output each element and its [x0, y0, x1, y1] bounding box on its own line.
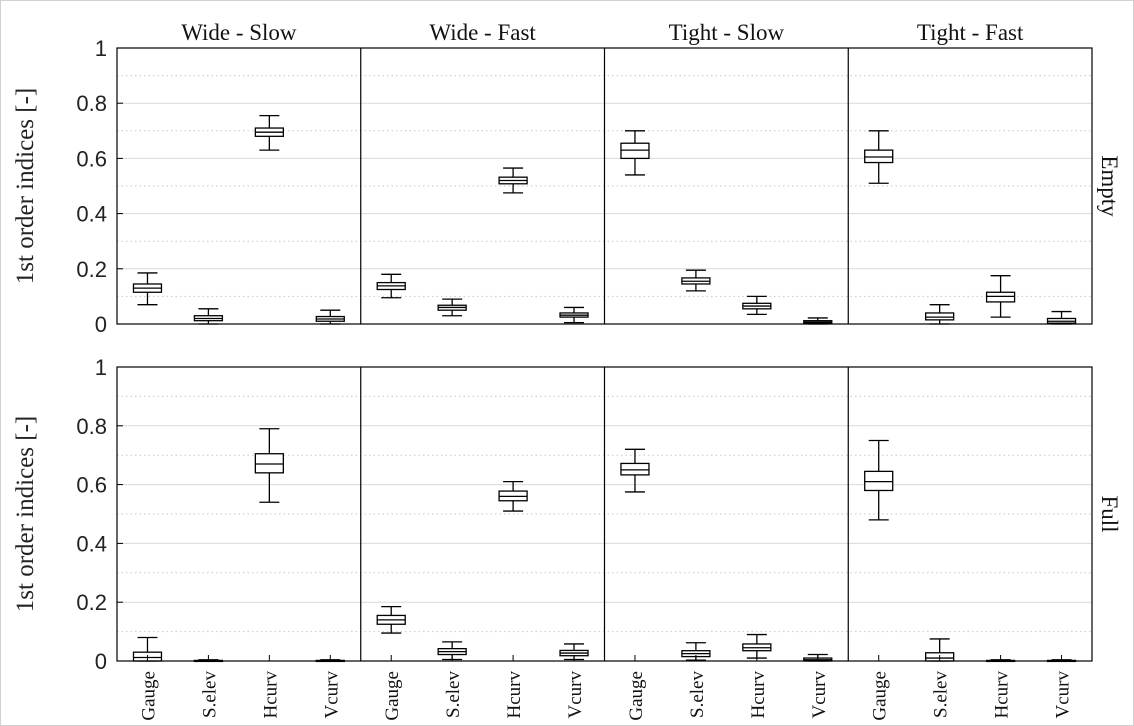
y-tick-label: 0.8	[76, 91, 107, 116]
box-gauge	[376, 273, 406, 299]
x-tick-label: Hcurv	[260, 671, 281, 719]
box-iqr	[254, 453, 284, 474]
column-title: Wide - Slow	[181, 20, 297, 45]
box-gauge	[620, 448, 650, 493]
box-selev	[681, 269, 711, 292]
x-tick-label: S.elev	[687, 671, 708, 718]
y-axis-label: 1st order indices [-]	[12, 416, 39, 612]
y-tick-label: 0	[95, 649, 107, 674]
x-tick-label: Gauge	[138, 671, 159, 721]
box-hcurv	[254, 428, 284, 503]
y-tick-label: 0.8	[76, 414, 107, 439]
box-hcurv	[742, 295, 772, 315]
x-tick-label: Gauge	[382, 671, 403, 721]
row-label: Empty	[1097, 155, 1122, 217]
y-tick-label: 1	[95, 36, 107, 61]
chart-labels: 0 0.2 0.4 0.6 0.8 1 1st order indices [-] Empty…	[12, 20, 1122, 721]
y-tick-label: 0.4	[76, 531, 107, 556]
box-iqr	[864, 470, 894, 492]
x-tick-label: S.elev	[199, 671, 220, 718]
x-tick-label: Hcurv	[504, 671, 525, 719]
y-tick-label: 0.6	[76, 473, 107, 498]
x-tick-label: Gauge	[626, 671, 647, 721]
box-hcurv	[985, 275, 1016, 318]
box-hcurv	[498, 481, 528, 512]
box-gauge	[864, 439, 894, 521]
x-tick-label: Hcurv	[748, 671, 769, 719]
box-selev	[437, 641, 467, 661]
x-tick-label: S.elev	[443, 671, 464, 718]
x-tick-label: Vcurv	[565, 671, 586, 719]
y-axis-label: 1st order indices [-]	[12, 88, 39, 284]
x-tick-label: Vcurv	[1053, 671, 1074, 719]
box-selev	[193, 308, 224, 325]
y-tick-label: 0	[95, 312, 107, 337]
column-title: Tight - Slow	[669, 20, 785, 45]
x-tick-label: Hcurv	[992, 671, 1013, 719]
box-iqr	[925, 312, 955, 321]
y-tick-label: 0.2	[76, 590, 107, 615]
box-iqr	[864, 149, 894, 164]
x-tick-label: Vcurv	[321, 671, 342, 719]
x-tick-label: Gauge	[870, 671, 891, 721]
box-vcurv	[803, 317, 833, 325]
box-hcurv	[742, 633, 772, 659]
box-hcurv	[498, 167, 528, 194]
box-gauge	[132, 272, 163, 306]
column-title: Tight - Fast	[917, 20, 1024, 45]
y-tick-label: 1	[95, 355, 107, 380]
x-tick-label: Vcurv	[809, 671, 830, 719]
y-tick-label: 0.6	[76, 146, 107, 171]
column-title: Wide - Fast	[429, 20, 536, 45]
box-gauge	[864, 130, 894, 184]
box-selev	[925, 304, 955, 325]
box-gauge	[620, 130, 650, 176]
x-tick-label: S.elev	[931, 671, 952, 718]
box-iqr	[985, 291, 1016, 303]
box-vcurv	[559, 306, 589, 324]
box-iqr	[620, 462, 650, 476]
y-tick-label: 0.4	[76, 202, 107, 227]
box-gauge	[376, 605, 406, 634]
box-selev	[437, 298, 467, 317]
y-tick-label: 0.2	[76, 257, 107, 282]
row-label: Full	[1097, 495, 1122, 532]
box-vcurv	[315, 309, 345, 325]
box-vcurv	[1046, 310, 1077, 325]
box-iqr	[620, 142, 650, 160]
box-hcurv	[254, 114, 284, 151]
